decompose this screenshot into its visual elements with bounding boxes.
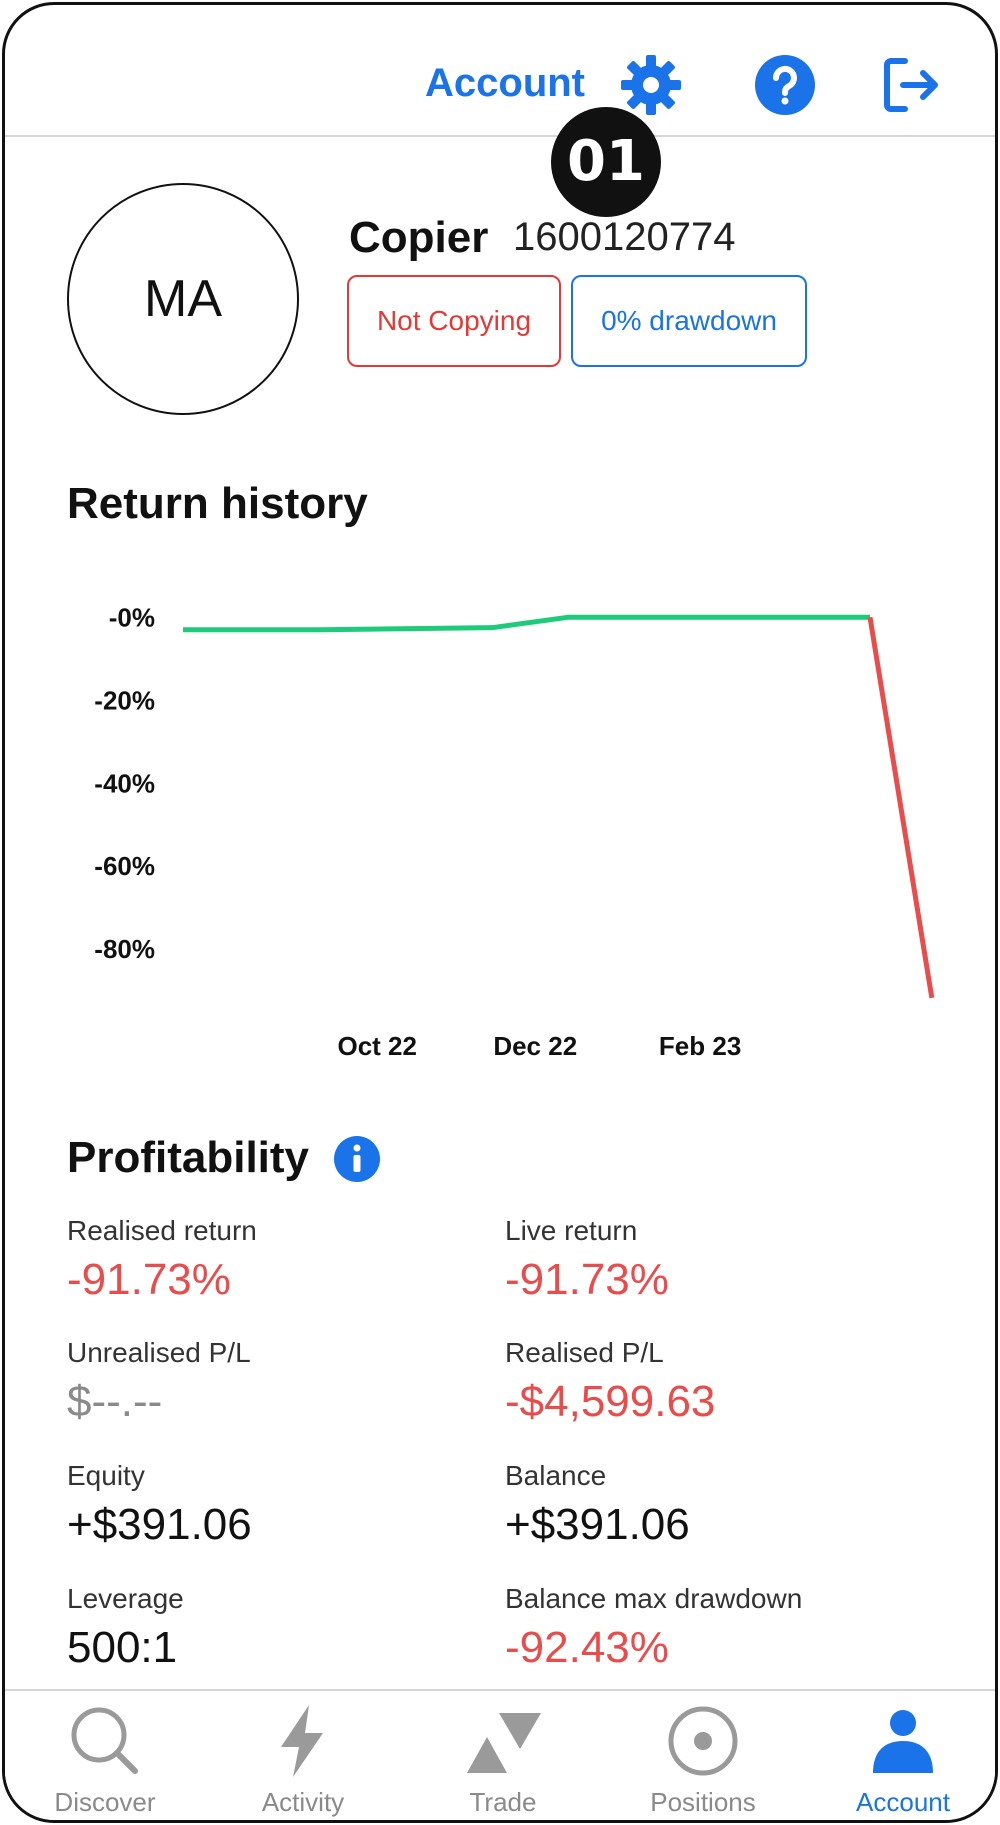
tab-trade[interactable]: Trade	[403, 1691, 603, 1820]
metric-value: -91.73%	[505, 1255, 669, 1304]
search-icon	[71, 1707, 138, 1774]
help-icon[interactable]	[753, 53, 817, 117]
metric-label: Equity	[67, 1460, 145, 1491]
copy-status-badge: Not Copying	[347, 275, 561, 367]
tab-positions[interactable]: Positions	[603, 1691, 803, 1820]
metric-equity: Equity +$391.06	[67, 1460, 497, 1550]
metric-balance: Balance +$391.06	[505, 1460, 935, 1550]
metric-label: Unrealised P/L	[67, 1337, 251, 1368]
app-header: Account	[5, 5, 995, 137]
avatar: MA	[67, 183, 299, 415]
metric-unrealised-pl: Unrealised P/L $--.--	[67, 1337, 497, 1427]
tab-account[interactable]: Account	[803, 1691, 995, 1820]
tab-label: Discover	[54, 1787, 156, 1817]
metric-label: Balance max drawdown	[505, 1583, 803, 1614]
step-badge: 01	[551, 107, 661, 217]
metric-label: Leverage	[67, 1583, 184, 1614]
y-tick-label: -0%	[109, 602, 155, 632]
info-icon[interactable]	[333, 1135, 381, 1183]
metric-label: Realised P/L	[505, 1337, 664, 1368]
metric-live-return: Live return -91.73%	[505, 1215, 935, 1305]
metric-value: -$4,599.63	[505, 1377, 716, 1426]
metric-label: Live return	[505, 1215, 638, 1246]
y-tick-label: -40%	[94, 768, 155, 798]
return-history-title: Return history	[67, 479, 368, 528]
y-tick-label: -20%	[94, 685, 155, 715]
person-icon	[873, 1710, 933, 1773]
account-id: 1600120774	[513, 215, 736, 259]
return-line-drawdown	[867, 616, 935, 999]
metric-value: -92.43%	[505, 1623, 669, 1672]
page-title: Account	[425, 61, 585, 105]
metric-label: Realised return	[67, 1215, 257, 1246]
target-icon	[668, 1706, 738, 1776]
metric-value: $--.--	[67, 1377, 163, 1426]
metric-balance-max-drawdown: Balance max drawdown -92.43%	[505, 1583, 935, 1673]
x-tick-label: Oct 22	[337, 1031, 417, 1061]
metric-value: 500:1	[67, 1623, 178, 1672]
metric-realised-pl: Realised P/L -$4,599.63	[505, 1337, 935, 1427]
tab-label: Account	[856, 1787, 950, 1817]
x-tick-label: Dec 22	[493, 1031, 577, 1061]
trade-icon	[467, 1713, 541, 1773]
tab-label: Activity	[261, 1787, 345, 1817]
tab-activity[interactable]: Activity	[203, 1691, 403, 1820]
drawdown-badge: 0% drawdown	[571, 275, 807, 367]
return-history-chart: -0% -20% -40% -60% -80% Oct 22 Dec 22 Feb 23	[94, 602, 935, 1061]
tab-label: Trade	[469, 1787, 537, 1817]
y-tick-label: -80%	[94, 934, 155, 964]
return-line-positive	[183, 614, 870, 633]
account-role: Copier	[349, 213, 489, 262]
metric-value: +$391.06	[505, 1500, 690, 1549]
tab-label: Positions	[650, 1787, 756, 1817]
profitability-title: Profitability	[67, 1133, 310, 1182]
bottom-tab-bar: Discover Activity Trade Positions	[5, 1689, 995, 1820]
gear-icon[interactable]	[619, 53, 683, 117]
metric-label: Balance	[505, 1460, 607, 1491]
metric-realised-return: Realised return -91.73%	[67, 1215, 497, 1305]
metric-value: +$391.06	[67, 1500, 252, 1549]
metric-value: -91.73%	[67, 1255, 231, 1304]
x-tick-label: Feb 23	[659, 1031, 741, 1061]
logout-icon[interactable]	[879, 53, 943, 117]
metric-leverage: Leverage 500:1	[67, 1583, 497, 1673]
bolt-icon	[281, 1705, 323, 1777]
tab-discover[interactable]: Discover	[5, 1691, 205, 1820]
y-tick-label: -60%	[94, 851, 155, 881]
